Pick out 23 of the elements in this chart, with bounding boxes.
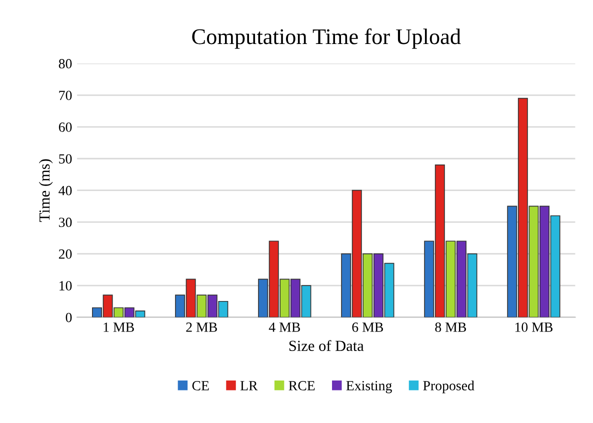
x-tick-label: 4 MB (268, 322, 300, 332)
x-tick-label: 1 MB (104, 322, 134, 332)
legend-label: Existing (346, 381, 392, 394)
y-tick-label: 40 (58, 186, 72, 196)
legend-label: Proposed (423, 380, 474, 394)
y-tick-label: 60 (58, 122, 72, 132)
x-tick-label: 8 MB (435, 322, 466, 332)
y-tick-label: 0 (66, 312, 72, 322)
x-tick-label: 10 MB (515, 322, 553, 332)
x-tick-label: 2 MB (186, 322, 217, 332)
y-tick-label: 10 (60, 281, 72, 290)
y-axis-title: Time (ms) (38, 159, 53, 222)
legend-label: RCE (288, 381, 315, 390)
legend-label: CE (192, 381, 209, 390)
x-tick-label: 6 MB (352, 322, 383, 332)
y-tick-label: 30 (59, 218, 72, 228)
y-tick-label: 20 (58, 249, 72, 259)
y-tick-label: 70 (59, 90, 72, 100)
x-axis-title: Size of Data (289, 340, 364, 352)
y-tick-label: 80 (58, 59, 72, 68)
chart-title: Computation Time for Upload (192, 28, 461, 49)
legend-label: LR (240, 381, 258, 390)
y-tick-label: 50 (59, 154, 72, 164)
